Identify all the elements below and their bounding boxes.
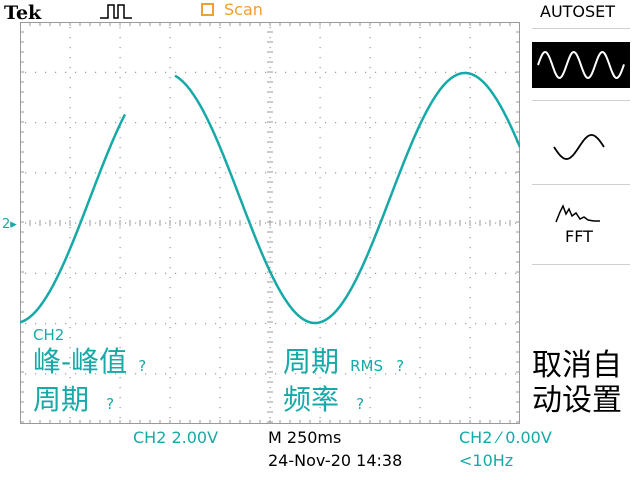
- waveform-display: [20, 22, 520, 424]
- scan-mode-icon: [201, 3, 214, 16]
- date-time: 24-Nov-20 14:38: [268, 451, 403, 470]
- measure-peak-to-peak: 峰-峰值 ?: [33, 345, 147, 378]
- trigger-frequency: <10Hz: [459, 451, 514, 470]
- trace-segment-right: [174, 71, 520, 325]
- measure-frequency: 频率 ?: [283, 383, 365, 416]
- measure-period-rms: 周期 RMS ?: [283, 345, 405, 378]
- channel-scale: CH2 2.00V: [133, 428, 219, 447]
- menu-divider: [532, 184, 630, 185]
- autoset-multi-cycle-button[interactable]: [532, 42, 630, 88]
- multi-cycle-sine-icon: [537, 50, 625, 80]
- autoset-fft-button[interactable]: [532, 196, 630, 256]
- channel-ground-marker: 2▸: [2, 217, 17, 232]
- scan-mode-label: Scan: [224, 0, 263, 19]
- autoset-single-cycle-button[interactable]: [532, 124, 630, 170]
- timebase: M 250ms: [268, 428, 342, 447]
- measure-channel: CH2: [33, 326, 65, 344]
- autoset-menu-title: AUTOSET: [540, 2, 616, 21]
- trigger-setting: CH2 ⁄ 0.00V: [459, 428, 552, 447]
- single-cycle-sine-icon: [553, 134, 605, 160]
- measure-period-left: 周期 ?: [33, 383, 115, 416]
- cancel-autoset-button[interactable]: 取消自动设置: [532, 348, 622, 418]
- fft-spectrum-icon: [555, 204, 600, 223]
- trigger-pulse-icon: [100, 4, 132, 19]
- brand-logo: Tek: [4, 2, 42, 24]
- graticule-grid: [20, 22, 520, 424]
- menu-divider: [532, 264, 630, 265]
- menu-divider: [532, 28, 630, 29]
- menu-divider: [532, 100, 630, 101]
- trace-segment-left: [20, 113, 127, 324]
- fft-label: FFT: [565, 227, 593, 246]
